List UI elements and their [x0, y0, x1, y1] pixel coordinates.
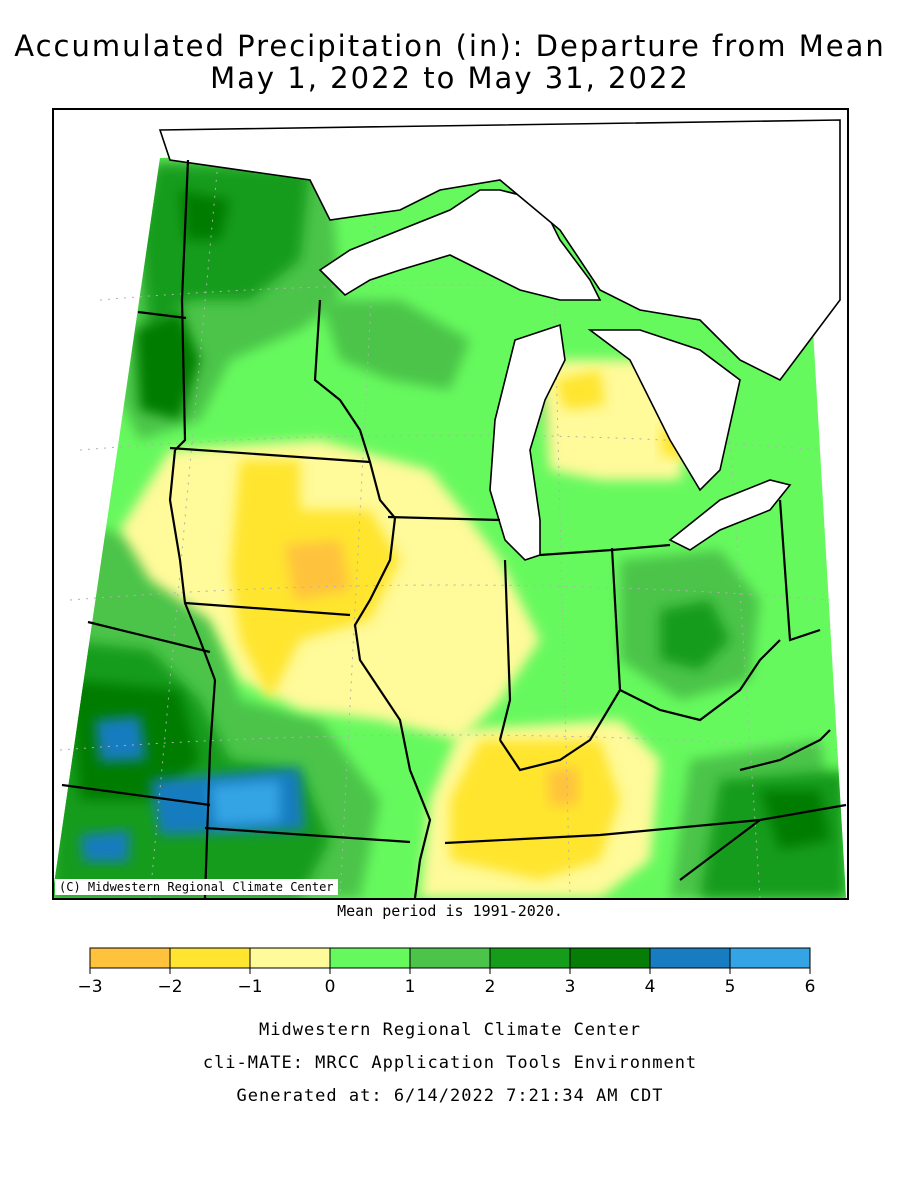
legend-swatch: [249, 947, 331, 969]
lake-erie: [668, 479, 792, 551]
ky-tn-line: [444, 803, 847, 845]
mn-ia-line: [169, 446, 371, 464]
legend-tick-labels: −3 −2 −1 0 1 2 3 4 5 6: [77, 968, 815, 997]
mean-period-note: Mean period is 1991-2020.: [337, 902, 563, 920]
ia-mo-line: [184, 601, 351, 617]
canada-land-blank: [158, 119, 841, 382]
wv-oh-line: [778, 499, 821, 642]
legend-colorbar: [89, 947, 811, 969]
map-title: Accumulated Precipitation (in): Departur…: [14, 29, 886, 63]
legend-swatch: [169, 947, 251, 969]
in-oh-line: [610, 547, 622, 691]
legend-swatch: [329, 947, 411, 969]
wi-il-line: [387, 515, 501, 522]
ky-va-line: [739, 729, 831, 772]
footer-tool-name: cli-MATE: MRCC Application Tools Environ…: [202, 1053, 698, 1073]
great-lakes: [158, 119, 841, 561]
map-frame: [52, 108, 849, 900]
legend-swatch: [89, 947, 171, 969]
legend-swatch: [649, 947, 731, 969]
legend-tick-label: −3: [77, 977, 102, 997]
map-date-range: May 1, 2022 to May 31, 2022: [210, 61, 690, 95]
ohio-river: [499, 639, 781, 772]
legend-tick-label: 0: [325, 977, 336, 997]
legend-tick-label: 3: [565, 977, 576, 997]
legend-tick-label: 6: [805, 977, 816, 997]
ks-ok-line: [61, 783, 211, 807]
nd-mn-line: [137, 310, 187, 320]
legend-tick-label: 4: [645, 977, 656, 997]
mo-ar-line: [204, 826, 411, 844]
legend-tick-label: 2: [485, 977, 496, 997]
legend-swatch: [489, 947, 571, 969]
map-credit: (C) Midwestern Regional Climate Center: [55, 879, 338, 895]
il-in-line: [498, 559, 512, 741]
wi-mn-river: [313, 299, 396, 519]
legend-tick-label: −1: [237, 977, 262, 997]
legend-swatch: [409, 947, 491, 969]
legend-tick-label: −2: [157, 977, 182, 997]
state-borders: [61, 159, 847, 899]
mn-wi-border: [174, 159, 190, 451]
mi-in-line: [539, 543, 671, 557]
mo-ks-line: [203, 679, 217, 899]
footer-organization: Midwestern Regional Climate Center: [259, 1020, 641, 1040]
tn-va-line: [679, 819, 761, 881]
lake-superior: [318, 189, 602, 301]
ne-ia-river: [168, 449, 217, 681]
legend-tick-label: 5: [725, 977, 736, 997]
legend-tick-label: 1: [405, 977, 416, 997]
legend-swatch: [569, 947, 651, 969]
ia-il-river: [353, 517, 432, 899]
footer-generated-time: Generated at: 6/14/2022 7:21:34 AM CDT: [236, 1086, 664, 1106]
legend-swatch: [729, 947, 811, 969]
lake-huron: [587, 329, 741, 492]
ne-ks-line: [87, 620, 211, 654]
